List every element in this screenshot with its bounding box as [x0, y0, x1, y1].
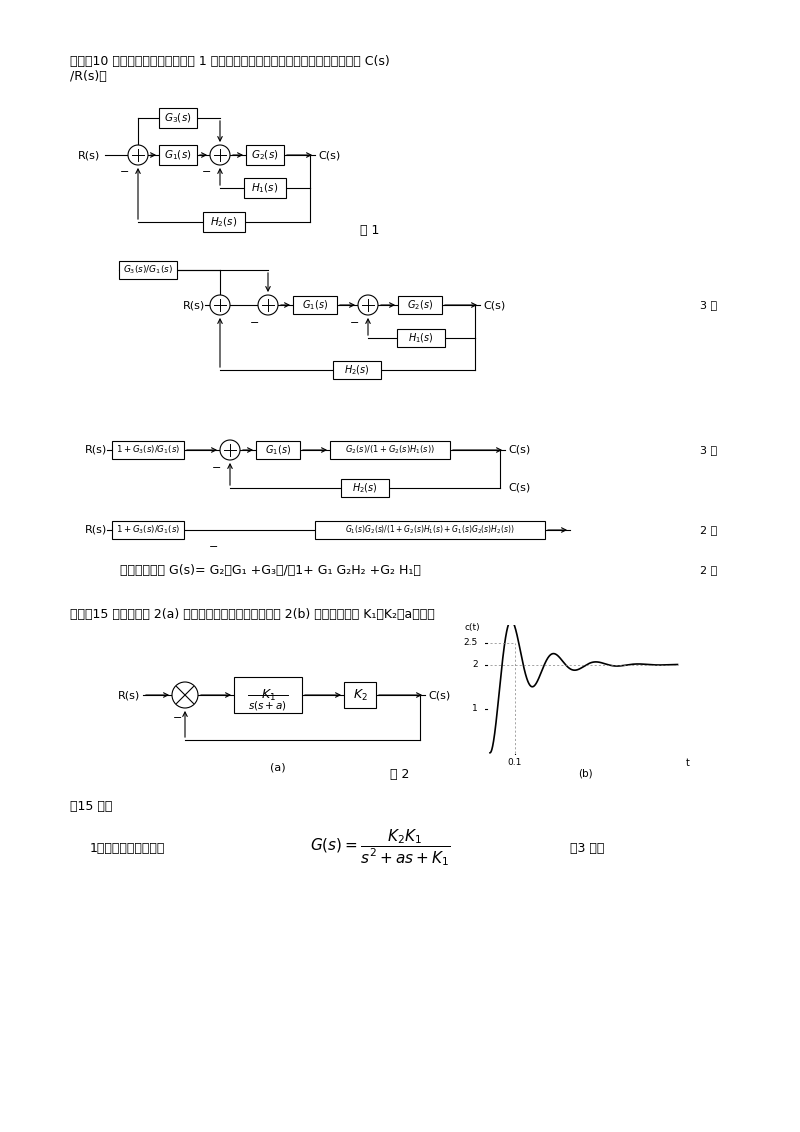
Bar: [234, 677, 302, 713]
Text: /R(s)。: /R(s)。: [70, 70, 106, 83]
Text: 1）闭环传递函数为：: 1）闭环传递函数为：: [90, 841, 166, 855]
Text: R(s): R(s): [85, 445, 107, 455]
Text: −: −: [202, 168, 212, 177]
Text: 2.5: 2.5: [463, 638, 478, 648]
Text: $K_1$: $K_1$: [261, 687, 275, 703]
Bar: [341, 479, 389, 497]
Text: −: −: [120, 168, 130, 177]
Text: $G(s) = \dfrac{K_2 K_1}{s^2 + as + K_1}$: $G(s) = \dfrac{K_2 K_1}{s^2 + as + K_1}$: [310, 827, 450, 868]
Text: （15 分）: （15 分）: [70, 800, 112, 813]
Text: C(s): C(s): [508, 483, 530, 494]
Text: 一、（10 分）已知系统结构图如图 1 所示，试通过结构图等效变换求系统传递函数 C(s): 一、（10 分）已知系统结构图如图 1 所示，试通过结构图等效变换求系统传递函数…: [70, 55, 390, 68]
Text: 2: 2: [472, 660, 478, 669]
Text: $H_2(s)$: $H_2(s)$: [352, 481, 378, 495]
Text: $G_2(s)$: $G_2(s)$: [251, 148, 278, 162]
Bar: [256, 441, 300, 458]
Text: R(s): R(s): [182, 300, 205, 310]
Bar: [159, 108, 197, 128]
Text: −: −: [350, 318, 360, 328]
Text: $G_1(s)$: $G_1(s)$: [302, 298, 328, 311]
Bar: [112, 441, 184, 458]
Text: (a): (a): [270, 763, 286, 773]
Text: 开环传递函数 G(s)= G₂（G₁ +G₃）/（1+ G₁ G₂H₂ +G₂ H₁）: 开环传递函数 G(s)= G₂（G₁ +G₃）/（1+ G₁ G₂H₂ +G₂ …: [120, 564, 421, 576]
Text: C(s): C(s): [508, 445, 530, 455]
Text: 1: 1: [472, 704, 478, 713]
Text: 3 分: 3 分: [700, 300, 717, 310]
Text: 2 分: 2 分: [700, 525, 718, 535]
Text: $K_2$: $K_2$: [353, 687, 367, 703]
Text: $G_1(s)$: $G_1(s)$: [265, 444, 291, 457]
Bar: [344, 681, 376, 708]
Bar: [203, 212, 245, 232]
Text: R(s): R(s): [85, 525, 107, 535]
Text: $H_2(s)$: $H_2(s)$: [344, 363, 370, 377]
Text: 图 2: 图 2: [390, 769, 410, 781]
Text: R(s): R(s): [78, 151, 100, 160]
Text: $H_1(s)$: $H_1(s)$: [251, 181, 278, 195]
Bar: [119, 261, 177, 278]
Text: −: −: [250, 318, 260, 328]
Circle shape: [358, 295, 378, 315]
Circle shape: [210, 145, 230, 165]
Text: −: −: [174, 713, 182, 723]
Text: $G_1(s)$: $G_1(s)$: [164, 148, 192, 162]
Circle shape: [172, 681, 198, 708]
Text: c(t): c(t): [464, 623, 480, 632]
Bar: [112, 521, 184, 539]
Text: t: t: [686, 758, 690, 769]
Bar: [398, 295, 442, 314]
Bar: [315, 521, 545, 539]
Text: 图 1: 图 1: [360, 223, 380, 237]
Text: $H_2(s)$: $H_2(s)$: [210, 215, 238, 229]
Circle shape: [210, 295, 230, 315]
Text: $G_2(s)/(1+G_2(s)H_1(s))$: $G_2(s)/(1+G_2(s)H_1(s))$: [345, 444, 435, 456]
Text: 3 分: 3 分: [700, 445, 717, 455]
Bar: [159, 145, 197, 165]
Text: C(s): C(s): [428, 691, 450, 700]
Text: C(s): C(s): [483, 300, 506, 310]
Text: C(s): C(s): [318, 151, 340, 160]
Text: −: −: [210, 542, 218, 552]
Text: $G_1(s)G_2(s)/(1+G_2(s)H_1(s)+G_1(s)G_2(s)H_2(s))$: $G_1(s)G_2(s)/(1+G_2(s)H_1(s)+G_1(s)G_2(…: [346, 524, 514, 537]
Text: 二、（15 分）设如图 2(a) 所示系统的单位阶跃响应如图 2(b) 所示，试确定 K₁、K₂和a的値。: 二、（15 分）设如图 2(a) 所示系统的单位阶跃响应如图 2(b) 所示，试…: [70, 608, 434, 621]
Text: $H_1(s)$: $H_1(s)$: [408, 332, 434, 345]
Bar: [333, 361, 381, 379]
Text: R(s): R(s): [118, 691, 140, 700]
Text: $G_3(s)$: $G_3(s)$: [164, 111, 192, 125]
Bar: [244, 178, 286, 198]
Text: 2 分: 2 分: [700, 565, 718, 575]
Text: $G_2(s)$: $G_2(s)$: [407, 298, 433, 311]
Circle shape: [128, 145, 148, 165]
Text: （3 分）: （3 分）: [570, 841, 604, 855]
Text: $1+G_3(s)/G_1(s)$: $1+G_3(s)/G_1(s)$: [116, 444, 180, 456]
Text: $s(s+a)$: $s(s+a)$: [249, 700, 287, 712]
Circle shape: [258, 295, 278, 315]
Text: $G_3(s)/G_1(s)$: $G_3(s)/G_1(s)$: [123, 264, 173, 276]
Bar: [246, 145, 284, 165]
Bar: [397, 329, 445, 348]
Text: (b): (b): [578, 769, 592, 778]
Bar: [293, 295, 337, 314]
Circle shape: [220, 440, 240, 460]
Text: −: −: [212, 463, 222, 473]
Bar: [330, 441, 450, 458]
Text: $1+G_3(s)/G_1(s)$: $1+G_3(s)/G_1(s)$: [116, 524, 180, 537]
Text: 0.1: 0.1: [508, 758, 522, 767]
